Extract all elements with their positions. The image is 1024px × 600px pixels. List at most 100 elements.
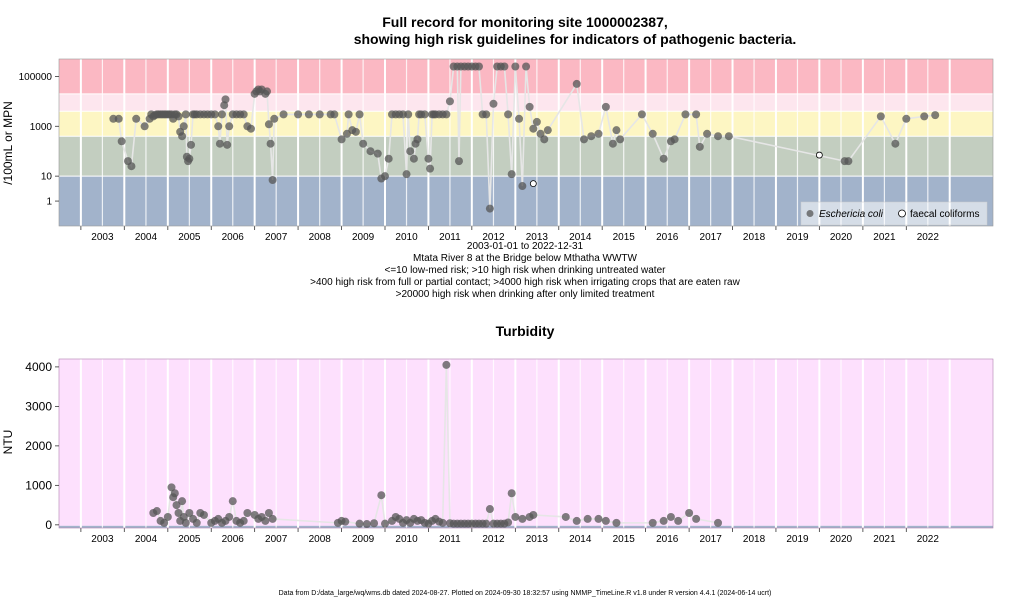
- ecoli-point: [217, 110, 226, 119]
- turbidity-point: [170, 489, 179, 498]
- ecoli-point: [876, 112, 885, 121]
- ecoli-point: [221, 95, 230, 104]
- turbidity-point: [228, 497, 237, 506]
- x-tick-label: 2021: [873, 232, 896, 243]
- ecoli-point: [246, 124, 255, 133]
- ecoli-point: [210, 110, 219, 119]
- turbidity-point: [594, 514, 603, 523]
- ecoli-point: [239, 110, 248, 119]
- turbidity-point: [442, 360, 451, 369]
- ecoli-point: [279, 110, 288, 119]
- y-tick-label: 2000: [25, 439, 52, 453]
- turbidity-point: [485, 505, 494, 514]
- ecoli-point: [601, 102, 610, 111]
- turbidity-point: [601, 516, 610, 525]
- ecoli-point: [844, 157, 853, 166]
- ecoli-point: [214, 122, 223, 131]
- turbidity-point: [178, 497, 187, 506]
- turbidity-point: [714, 518, 723, 527]
- ecoli-point: [384, 154, 393, 163]
- x-tick-label: 2021: [873, 534, 896, 545]
- ecoli-point: [612, 126, 621, 135]
- x-tick-label: 2015: [613, 232, 636, 243]
- turbidity-point: [482, 519, 491, 528]
- ecoli-point: [515, 114, 524, 123]
- turbidity-point: [507, 489, 516, 498]
- turbidity-point: [659, 516, 668, 525]
- turbidity-point: [355, 519, 364, 528]
- x-tick-label: 2011: [439, 232, 461, 243]
- turbidity-point: [199, 510, 208, 519]
- x-tick-label: 2011: [439, 534, 461, 545]
- ecoli-point: [223, 140, 232, 149]
- ecoli-point: [579, 135, 588, 144]
- turbidity-point: [377, 491, 386, 500]
- x-tick-label: 2009: [352, 534, 375, 545]
- ecoli-point: [402, 170, 411, 179]
- ecoli-point: [174, 112, 183, 121]
- turbidity-baseline-band: [59, 525, 993, 528]
- x-tick-label: 2016: [656, 232, 679, 243]
- legend-faecal-marker: [898, 209, 906, 218]
- subtitle-guideline-2: >400 high risk from full or partial cont…: [310, 277, 740, 288]
- turbidity-point: [362, 520, 371, 529]
- turbidity-point: [370, 519, 379, 528]
- ecoli-point: [500, 62, 509, 71]
- risk-band: [59, 93, 993, 112]
- ecoli-point: [117, 137, 126, 146]
- turbidity-point: [268, 514, 277, 523]
- turbidity-point: [612, 518, 621, 527]
- ecoli-point: [920, 112, 929, 121]
- ecoli-point: [263, 87, 272, 96]
- x-tick-label: 2014: [569, 232, 592, 243]
- x-tick-label: 2022: [917, 534, 940, 545]
- y-tick-label: 0: [45, 518, 52, 532]
- chart-title-line1: Full record for monitoring site 10000023…: [382, 14, 668, 30]
- ecoli-point: [359, 139, 368, 148]
- x-tick-label: 2012: [482, 534, 505, 545]
- ecoli-point: [525, 102, 534, 111]
- ecoli-point: [902, 114, 911, 123]
- bottom-y-axis-label: NTU: [1, 430, 15, 455]
- ecoli-point: [127, 162, 136, 171]
- ecoli-point: [518, 182, 527, 191]
- ecoli-point: [511, 62, 520, 71]
- turbidity-plot-panel: 2003 2004 2005 2006 2007 2008 2009 2010 2011 2012…: [25, 358, 994, 545]
- ecoli-plot-panel: 2003 2004 2005 2006 2007 2008 2009 2010 2011 2012…: [19, 58, 994, 243]
- x-tick-label: 2017: [700, 232, 723, 243]
- x-tick-label: 2006: [222, 534, 245, 545]
- turbidity-point: [261, 516, 270, 525]
- x-tick-label: 2006: [222, 232, 245, 243]
- ecoli-point: [724, 132, 733, 141]
- ecoli-point: [485, 204, 494, 213]
- ecoli-point: [270, 114, 279, 123]
- ecoli-point: [482, 110, 491, 119]
- x-tick-label: 2022: [917, 232, 940, 243]
- ecoli-point: [406, 147, 415, 156]
- subtitle-guideline-1: <=10 low-med risk; >10 high risk when dr…: [385, 265, 667, 276]
- ecoli-point: [114, 114, 123, 123]
- turbidity-point: [341, 517, 350, 526]
- x-tick-label: 2008: [309, 534, 332, 545]
- y-tick-label: 1000: [25, 478, 52, 492]
- x-tick-label: 2008: [309, 232, 332, 243]
- ecoli-point: [659, 154, 668, 163]
- turbidity-point: [685, 508, 694, 517]
- x-tick-label: 2004: [135, 534, 158, 545]
- ecoli-point: [681, 110, 690, 119]
- ecoli-point: [695, 142, 704, 151]
- x-tick-label: 2018: [743, 534, 766, 545]
- ecoli-point: [344, 110, 353, 119]
- turbidity-point: [243, 508, 252, 517]
- ecoli-point: [337, 135, 346, 144]
- turbidity-point: [152, 507, 161, 516]
- ecoli-point: [454, 157, 463, 166]
- ecoli-point: [420, 110, 429, 119]
- ecoli-point: [504, 110, 513, 119]
- ecoli-point: [381, 172, 390, 181]
- x-tick-label: 2017: [700, 534, 723, 545]
- turbidity-point: [511, 512, 520, 521]
- ecoli-point: [132, 114, 141, 123]
- ecoli-point: [692, 110, 701, 119]
